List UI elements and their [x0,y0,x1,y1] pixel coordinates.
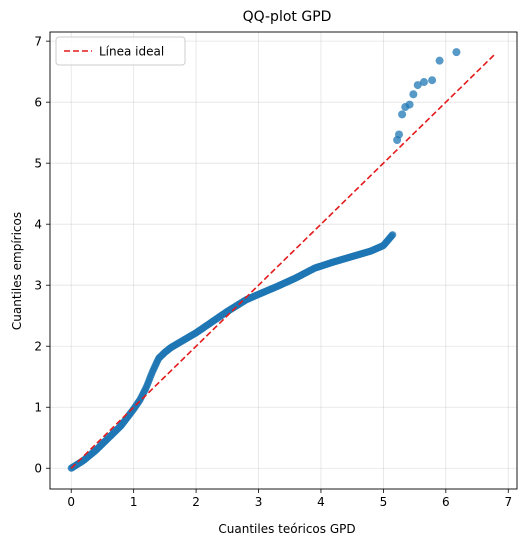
x-tick-label: 4 [317,495,325,509]
y-tick-label: 7 [34,34,42,48]
data-points [67,48,461,472]
legend: Línea ideal [55,36,186,66]
data-point [452,48,461,57]
x-tick-label: 3 [255,495,263,509]
plot-frame [49,31,518,490]
y-tick-label: 1 [34,401,42,415]
data-point [435,56,444,65]
legend-label: Línea ideal [99,45,164,59]
data-point [419,78,428,87]
y-tick-label: 2 [34,340,42,354]
grid [50,32,517,489]
x-tick-label: 7 [504,495,512,509]
data-point [398,110,407,119]
x-tick-label: 5 [380,495,388,509]
data-point [395,130,404,139]
y-tick-label: 6 [34,95,42,109]
legend-box [55,36,186,66]
y-tick-label: 0 [34,462,42,476]
y-tick-label: 3 [34,279,42,293]
y-axis-label: Cuantiles empíricos [10,212,24,330]
data-point [389,231,397,239]
x-tick-label: 0 [67,495,75,509]
chart-title: QQ-plot GPD [243,9,332,25]
x-tick-label: 6 [442,495,450,509]
x-axis-ticks: 0 1 2 3 4 5 6 7 [67,489,512,509]
data-point [405,100,414,109]
x-tick-label: 2 [192,495,200,509]
y-axis-ticks: 0 1 2 3 4 5 6 7 [34,34,50,476]
y-tick-label: 5 [34,156,42,170]
data-point [428,76,437,85]
data-point [413,81,422,90]
data-point [409,90,418,99]
y-tick-label: 4 [34,217,42,231]
x-axis-label: Cuantiles teóricos GPD [218,522,355,536]
x-tick-label: 1 [130,495,138,509]
